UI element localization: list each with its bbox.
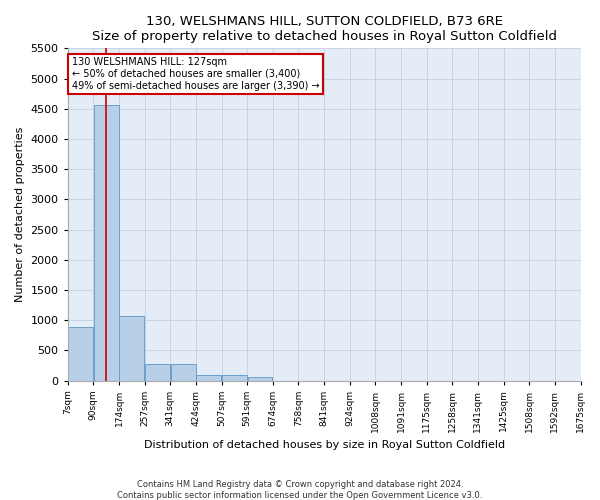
Bar bbox=[170, 364, 196, 380]
Y-axis label: Number of detached properties: Number of detached properties bbox=[15, 126, 25, 302]
Text: Contains HM Land Registry data © Crown copyright and database right 2024.
Contai: Contains HM Land Registry data © Crown c… bbox=[118, 480, 482, 500]
Bar bbox=[68, 328, 93, 380]
Title: 130, WELSHMANS HILL, SUTTON COLDFIELD, B73 6RE
Size of property relative to deta: 130, WELSHMANS HILL, SUTTON COLDFIELD, B… bbox=[92, 15, 557, 43]
Bar bbox=[222, 375, 247, 380]
Bar bbox=[145, 364, 170, 380]
Text: 130 WELSHMANS HILL: 127sqm
← 50% of detached houses are smaller (3,400)
49% of s: 130 WELSHMANS HILL: 127sqm ← 50% of deta… bbox=[71, 58, 319, 90]
Bar bbox=[248, 377, 272, 380]
Bar bbox=[94, 105, 119, 380]
Bar bbox=[196, 375, 221, 380]
Bar bbox=[119, 316, 144, 380]
X-axis label: Distribution of detached houses by size in Royal Sutton Coldfield: Distribution of detached houses by size … bbox=[143, 440, 505, 450]
